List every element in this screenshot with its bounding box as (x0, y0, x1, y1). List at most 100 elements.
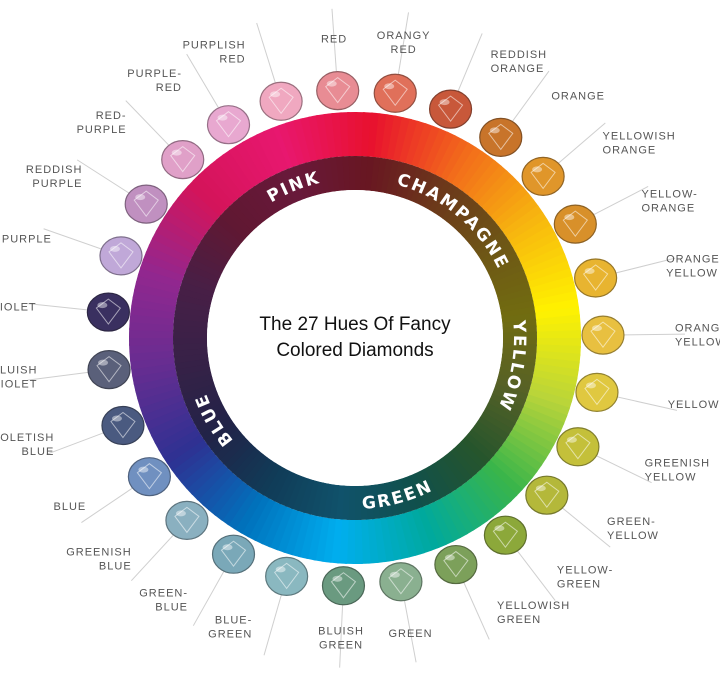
band-segment (413, 471, 435, 506)
band-segment (437, 187, 464, 220)
ring-segment (207, 476, 243, 517)
band-segment (222, 439, 253, 469)
band-segment (241, 453, 269, 486)
band-segment (483, 247, 517, 270)
band-segment (471, 225, 504, 253)
band-segment (264, 176, 287, 210)
band-segment (394, 478, 412, 514)
hue-label: VIOLET (0, 302, 37, 314)
ring-segment (202, 471, 239, 512)
ring-segment (233, 491, 264, 534)
band-segment (174, 357, 210, 370)
band-segment (176, 292, 212, 308)
band-segment (181, 273, 217, 293)
band-segment (317, 158, 331, 194)
ring-segment (523, 400, 568, 425)
hue-label: REDDISH (491, 49, 548, 61)
color-ring (128, 111, 581, 564)
band-segment (197, 239, 231, 264)
hue-label: YELLOW (668, 399, 720, 411)
gem-marker (206, 105, 251, 145)
ring-segment (460, 481, 495, 523)
band-segment (460, 437, 491, 466)
center-title-line-2: Colored Diamonds (276, 340, 433, 361)
band-segment (457, 207, 488, 237)
ring-segment (509, 218, 552, 249)
hue-label: VIOLETISH (0, 432, 54, 444)
hue-label: PURPLISH (183, 40, 246, 52)
band-segment (175, 298, 211, 313)
hue-label: GREENISH (645, 458, 710, 470)
ring-segment (446, 142, 477, 185)
hue-label: GREEN (319, 640, 363, 652)
band-segment (203, 419, 236, 445)
hue-label: YELLOW- (557, 565, 613, 577)
hue-label: RED (391, 44, 417, 56)
ring-segment (523, 253, 569, 278)
band-segment (273, 470, 295, 505)
band-segment (400, 164, 420, 200)
band-segment (303, 479, 320, 515)
hue-label: GREEN- (607, 516, 656, 528)
band-segment (238, 193, 266, 225)
ring-segment (151, 229, 196, 259)
ring-segment (147, 410, 192, 438)
band-segment (468, 221, 500, 249)
ring-segment (511, 423, 555, 454)
band-segment (390, 161, 407, 197)
band-segment (463, 433, 495, 462)
band-segment (480, 241, 514, 266)
band-segment (178, 286, 214, 303)
ring-segment (449, 488, 482, 531)
band-segment (256, 462, 281, 496)
band-segment (499, 363, 535, 378)
ring-segment (520, 406, 565, 433)
band-segment (479, 412, 513, 437)
band-segment (502, 331, 537, 340)
hue-label: RED- (96, 110, 127, 122)
band-segment (227, 443, 256, 474)
band-segment (304, 160, 321, 196)
ring-segment (475, 468, 512, 508)
ring-segment (132, 288, 178, 307)
family-band (173, 156, 537, 520)
ring-segment (187, 179, 226, 217)
ring-segment (471, 164, 508, 205)
band-segment (228, 201, 258, 232)
band-segment (286, 166, 306, 201)
ring-segment (508, 429, 551, 460)
gem-marker (553, 204, 597, 244)
band-segment (389, 480, 406, 516)
ring-segment (253, 500, 281, 545)
ring-segment (386, 115, 405, 161)
hue-label: ORANGE (491, 63, 545, 75)
gem-marker (259, 81, 303, 121)
ring-segment (248, 133, 277, 178)
ring-segment (133, 373, 179, 393)
ring-segment (140, 258, 185, 282)
ring-segment (497, 444, 538, 479)
band-segment (296, 478, 315, 513)
ring-segment (433, 498, 462, 543)
band-segment (496, 373, 532, 390)
ring-segment (163, 209, 206, 242)
hue-label: ORANGE (603, 145, 657, 157)
ring-segment (397, 512, 418, 558)
ring-segment (315, 113, 332, 159)
hue-label: YELLOW (666, 267, 718, 279)
band-segment (461, 211, 492, 241)
ring-segment (378, 517, 395, 563)
band-segment (188, 256, 223, 278)
ring-segment (536, 330, 581, 341)
ring-segment (417, 125, 442, 170)
ring-segment (222, 149, 255, 191)
ring-segment (427, 501, 455, 546)
ring-segment (180, 453, 220, 490)
ring-segment (470, 473, 507, 513)
ring-segment (465, 477, 501, 518)
ring-segment (158, 427, 201, 458)
band-segment (200, 234, 234, 260)
hue-labels: RED ORANGY RED REDDISH ORANGE ORANGE YELLOWISH… (0, 30, 720, 652)
ring-segment (166, 438, 208, 471)
ring-segment (502, 205, 544, 238)
